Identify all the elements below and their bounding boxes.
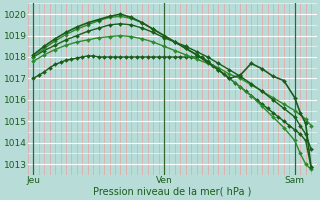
X-axis label: Pression niveau de la mer( hPa ): Pression niveau de la mer( hPa ) xyxy=(93,187,252,197)
